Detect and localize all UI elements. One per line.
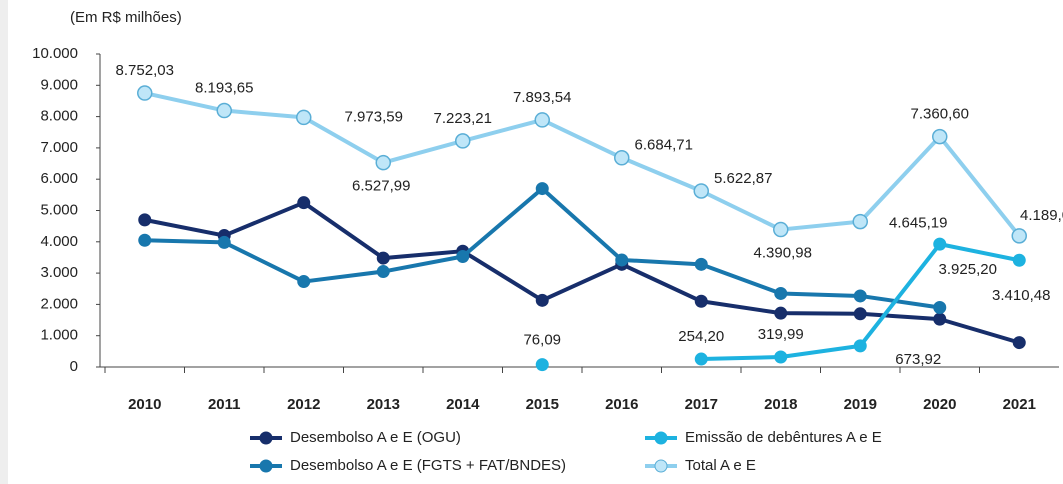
series-marker	[932, 128, 948, 145]
legend-marker	[654, 459, 668, 473]
series-marker	[216, 102, 232, 119]
data-label: 8.193,65	[195, 80, 253, 97]
series-marker	[1012, 336, 1026, 350]
data-label: 7.360,60	[911, 106, 969, 123]
series-marker	[933, 301, 947, 315]
series-marker	[375, 154, 391, 171]
series-marker	[853, 307, 867, 321]
series-marker	[535, 293, 549, 307]
x-tick-label: 2012	[287, 396, 320, 413]
y-tick-label: 9.000	[40, 76, 78, 93]
legend-marker	[654, 431, 668, 445]
series-marker	[376, 251, 390, 265]
side-strip	[0, 0, 8, 484]
x-tick-label: 2019	[844, 396, 877, 413]
data-label: 7.973,59	[345, 108, 403, 125]
x-tick-label: 2016	[605, 396, 638, 413]
series-marker	[455, 133, 471, 149]
y-tick-label: 7.000	[40, 139, 78, 156]
data-label: 6.527,99	[352, 178, 410, 195]
series-marker	[853, 289, 867, 303]
series-marker	[853, 339, 867, 353]
data-label: 5.622,87	[714, 170, 772, 187]
series-marker	[933, 237, 947, 251]
series-marker	[296, 109, 312, 126]
chart-subtitle: (Em R$ milhões)	[70, 9, 182, 26]
data-label: 7.893,54	[513, 89, 571, 106]
data-label: 6.684,71	[635, 137, 693, 154]
legend-label: Desembolso A e E (FGTS + FAT/BNDES)	[290, 457, 566, 474]
data-label: 254,20	[678, 328, 724, 345]
series-marker	[774, 306, 788, 320]
series-marker	[535, 182, 549, 196]
data-label: 4.390,98	[754, 245, 812, 262]
y-tick-label: 6.000	[40, 170, 78, 187]
x-tick-label: 2010	[128, 396, 161, 413]
series-marker	[693, 183, 709, 199]
series-marker	[774, 350, 788, 364]
series-marker	[933, 312, 947, 326]
series-marker	[376, 265, 390, 279]
data-label: 4.189,00	[1020, 207, 1063, 224]
y-tick-label: 0	[70, 358, 78, 375]
x-tick-label: 2018	[764, 396, 797, 413]
series-marker	[1012, 253, 1026, 267]
series-marker	[297, 275, 311, 289]
x-tick-label: 2013	[367, 396, 400, 413]
y-tick-label: 8.000	[40, 108, 78, 125]
series-marker	[773, 221, 789, 238]
y-tick-label: 3.000	[40, 264, 78, 281]
series-marker	[852, 213, 868, 230]
x-tick-label: 2021	[1003, 396, 1036, 413]
series-marker	[774, 286, 788, 300]
x-tick-label: 2017	[685, 396, 718, 413]
series-marker	[614, 150, 630, 166]
legend-marker	[259, 431, 273, 445]
data-label: 7.223,21	[434, 110, 492, 127]
series-marker	[138, 213, 152, 227]
x-tick-label: 2011	[208, 396, 241, 413]
y-tick-label: 5.000	[40, 201, 78, 218]
series-marker	[456, 250, 470, 264]
x-tick-label: 2014	[446, 396, 480, 413]
series-marker	[534, 112, 550, 128]
series-marker	[297, 196, 311, 210]
data-label: 4.645,19	[889, 215, 947, 232]
series-marker	[694, 294, 708, 308]
series-marker	[615, 253, 629, 267]
y-tick-label: 2.000	[40, 295, 78, 312]
x-tick-label: 2015	[526, 396, 559, 413]
series-marker	[138, 233, 152, 247]
series-marker	[137, 85, 153, 101]
data-label: 8.752,03	[116, 62, 174, 79]
y-tick-label: 1.000	[40, 327, 78, 344]
legend-label: Emissão de debêntures A e E	[685, 429, 882, 446]
y-tick-label: 4.000	[40, 233, 78, 250]
series-marker	[694, 257, 708, 271]
legend-label: Desembolso A e E (OGU)	[290, 429, 461, 446]
data-label: 673,92	[895, 351, 941, 368]
series-line	[144, 91, 1021, 238]
data-label: 76,09	[523, 332, 561, 349]
series-marker	[217, 235, 231, 249]
x-tick-label: 2020	[923, 396, 956, 413]
legend-marker	[259, 459, 273, 473]
data-label: 3.925,20	[939, 261, 997, 278]
data-label: 319,99	[758, 326, 804, 343]
series-marker	[694, 352, 708, 366]
series-line	[144, 186, 941, 310]
series-marker	[1011, 228, 1027, 244]
series-marker	[535, 358, 549, 372]
series-line	[144, 200, 1020, 345]
y-tick-label: 10.000	[32, 45, 78, 62]
data-label: 3.410,48	[992, 287, 1050, 304]
legend-label: Total A e E	[685, 457, 756, 474]
